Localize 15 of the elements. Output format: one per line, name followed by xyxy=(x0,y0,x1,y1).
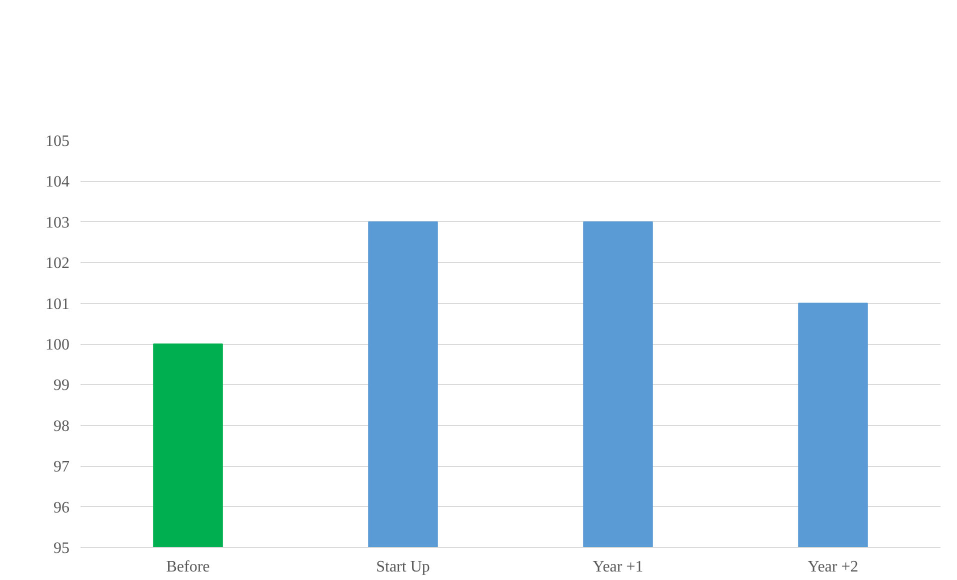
x-tick-label: Before xyxy=(166,558,210,576)
y-tick-label: 98 xyxy=(54,418,70,435)
y-tick-label: 105 xyxy=(46,133,70,150)
y-tick-label: 104 xyxy=(46,174,70,191)
y-tick-label: 101 xyxy=(46,296,70,313)
y-tick-label: 95 xyxy=(54,540,70,557)
x-tick-label: Year +1 xyxy=(592,558,644,576)
x-tick-label: Year +2 xyxy=(808,558,858,576)
y-tick-label: 102 xyxy=(46,255,70,272)
x-tick-label: Start Up xyxy=(376,558,430,576)
y-tick-label: 99 xyxy=(54,377,70,394)
y-tick-label: 103 xyxy=(46,214,70,232)
y-tick-label: 100 xyxy=(46,336,70,354)
y-tick-label: 97 xyxy=(54,458,70,476)
y-tick-label: 96 xyxy=(54,499,70,516)
